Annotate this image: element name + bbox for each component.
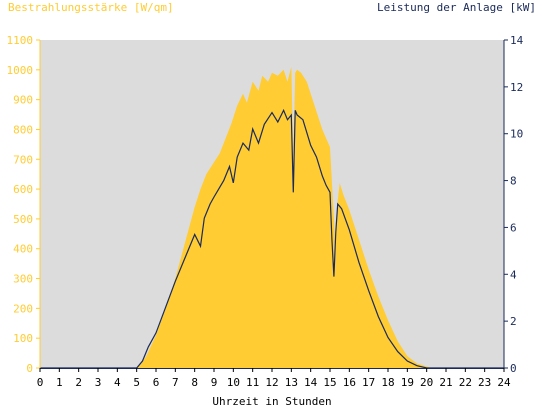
left-tick-label: 100	[13, 332, 33, 345]
right-tick-label: 10	[510, 128, 523, 141]
x-tick-label: 23	[478, 376, 491, 389]
x-tick-label: 9	[211, 376, 218, 389]
x-tick-label: 8	[191, 376, 198, 389]
x-tick-label: 19	[401, 376, 414, 389]
right-tick-label: 2	[510, 315, 517, 328]
power-line	[40, 108, 504, 369]
left-tick-label: 600	[13, 183, 33, 196]
right-axis-ticks: 0 2 4 6 8 10 12 14	[504, 34, 524, 375]
x-tick-label: 5	[133, 376, 140, 389]
x-tick-label: 20	[420, 376, 433, 389]
x-tick-label: 7	[172, 376, 179, 389]
x-tick-label: 6	[153, 376, 160, 389]
left-tick-label: 400	[13, 243, 33, 256]
x-tick-label: 0	[37, 376, 44, 389]
x-tick-label: 10	[227, 376, 240, 389]
x-tick-label: 15	[323, 376, 336, 389]
right-tick-label: 4	[510, 268, 517, 281]
x-tick-label: 13	[285, 376, 298, 389]
left-tick-label: 200	[13, 302, 33, 315]
right-tick-label: 8	[510, 175, 517, 188]
x-tick-label: 11	[246, 376, 259, 389]
left-tick-label: 500	[13, 213, 33, 226]
right-tick-label: 12	[510, 81, 523, 94]
irradiance-area	[40, 66, 504, 369]
x-axis-title: Uhrzeit in Stunden	[212, 395, 331, 408]
left-tick-label: 0	[26, 362, 33, 375]
x-tick-label: 3	[95, 376, 102, 389]
irradiance-area-layer	[40, 66, 504, 369]
x-tick-label: 24	[497, 376, 511, 389]
x-tick-label: 18	[381, 376, 394, 389]
x-tick-label: 17	[362, 376, 375, 389]
x-tick-label: 16	[343, 376, 356, 389]
power-line-layer	[40, 108, 504, 369]
x-tick-label: 1	[56, 376, 63, 389]
x-tick-label: 12	[265, 376, 278, 389]
right-tick-label: 6	[510, 221, 517, 234]
left-axis-title: Bestrahlungsstärke [W/qm]	[8, 1, 174, 14]
left-tick-label: 1100	[7, 34, 34, 47]
x-tick-label: 4	[114, 376, 121, 389]
x-tick-label: 14	[304, 376, 318, 389]
left-tick-label: 900	[13, 94, 33, 107]
x-tick-label: 22	[459, 376, 472, 389]
x-tick-label: 2	[75, 376, 82, 389]
left-tick-label: 1000	[7, 64, 34, 77]
right-tick-label: 14	[510, 34, 524, 47]
left-tick-label: 300	[13, 273, 33, 286]
x-tick-label: 21	[439, 376, 452, 389]
right-tick-label: 0	[510, 362, 517, 375]
left-axis-ticks: 0 100 200 300 400 500 600 700 800 900 1000 1100	[7, 34, 40, 375]
right-axis-title: Leistung der Anlage [kW]	[377, 1, 536, 14]
left-tick-label: 800	[13, 123, 33, 136]
x-axis-ticks: 0 1 2 3 4 5 6 7 8 9 10 11 12 13 14 15 16 17 18 19 20 21 22 23 24	[37, 368, 511, 389]
left-tick-label: 700	[13, 153, 33, 166]
